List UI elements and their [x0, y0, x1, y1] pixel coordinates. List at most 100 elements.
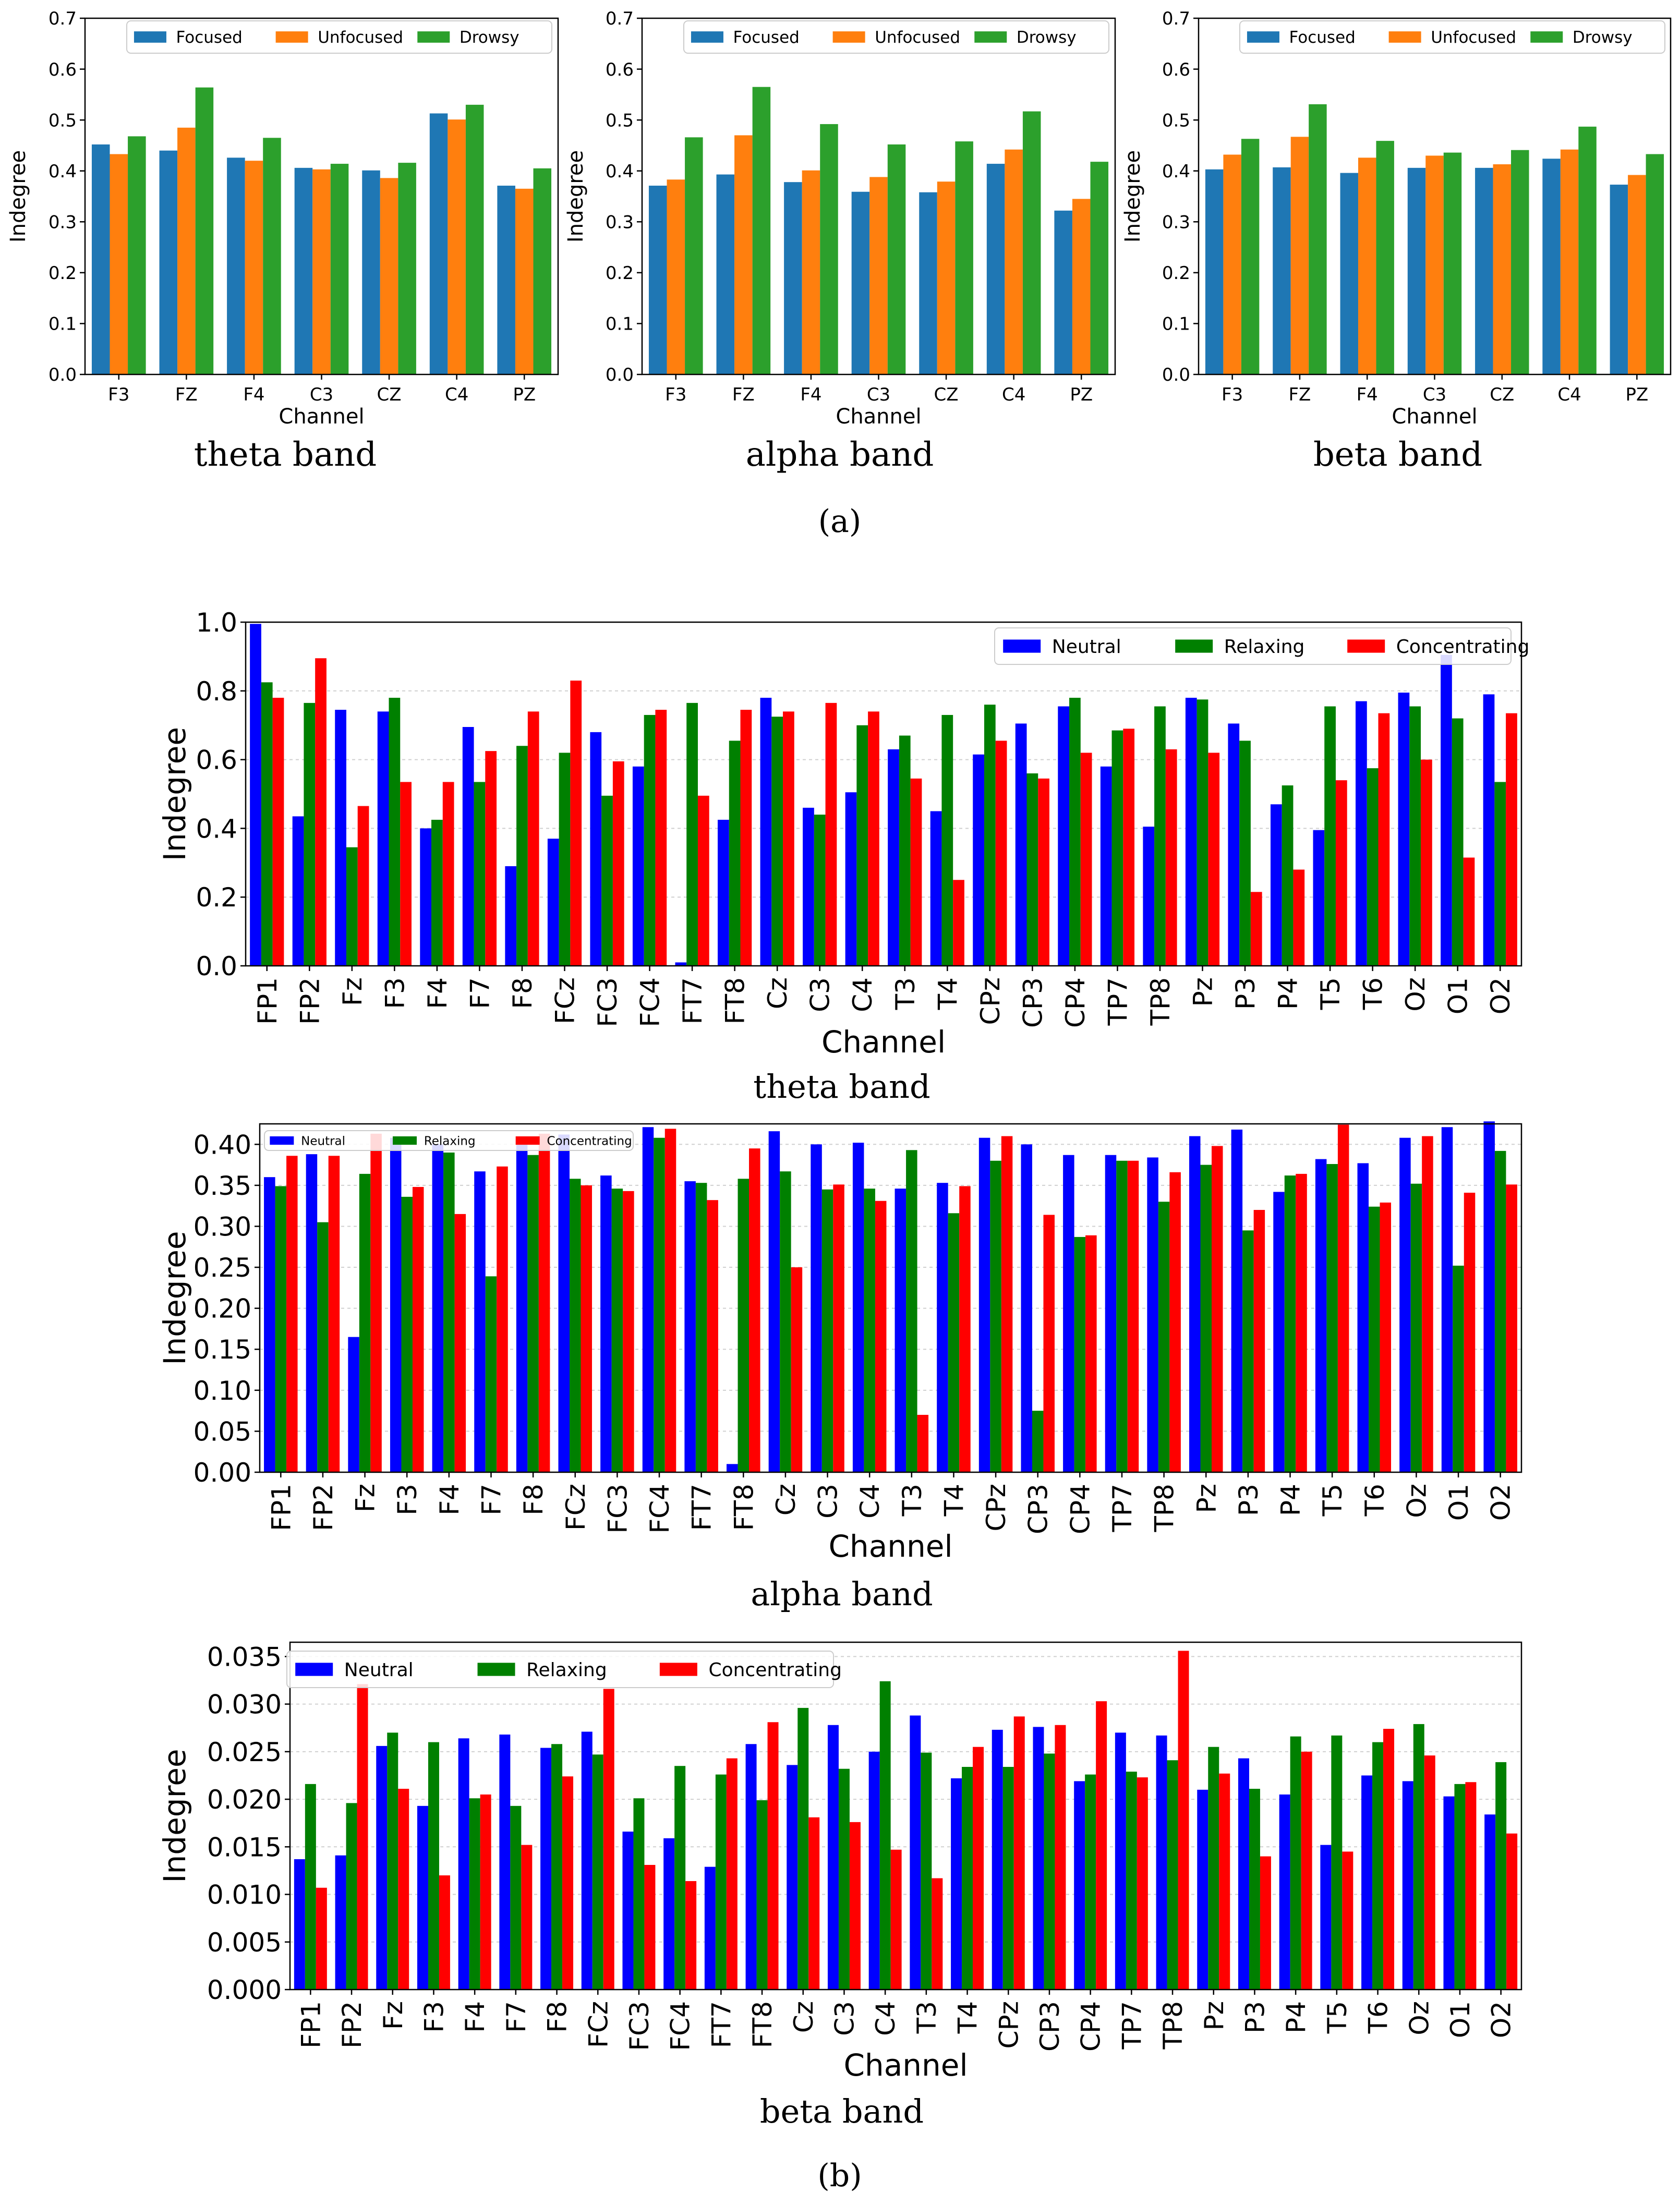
x-tick-label: CP3 — [1035, 2001, 1065, 2052]
y-tick-label: 0.1 — [49, 314, 77, 335]
bar-unfocused-F3 — [1223, 154, 1241, 374]
x-tick-label: O2 — [1485, 977, 1516, 1014]
bar-concentrating-O1 — [1464, 1193, 1476, 1472]
x-tick-label: F3 — [392, 1484, 422, 1516]
bar-unfocused-FZ — [734, 135, 753, 374]
x-tick-label: C3 — [867, 384, 890, 405]
bar-concentrating-P4 — [1293, 869, 1305, 966]
bar-neutral-FC3 — [590, 732, 602, 966]
bar-concentrating-FT7 — [707, 1200, 718, 1472]
y-tick-label: 0.00 — [194, 1458, 251, 1488]
bar-relaxing-T6 — [1369, 1206, 1380, 1472]
bar-neutral-T5 — [1320, 1845, 1332, 1990]
bar-drowsy-C4 — [1578, 126, 1597, 374]
bar-concentrating-F3 — [412, 1187, 424, 1472]
y-tick-label: 0.0 — [196, 951, 237, 981]
bar-relaxing-CP4 — [1074, 1237, 1086, 1472]
bar-drowsy-FZ — [1309, 104, 1327, 374]
bar-focused-F3 — [648, 186, 667, 374]
bar-neutral-FC4 — [632, 766, 644, 966]
legend-swatch-neutral — [1003, 639, 1041, 653]
bar-relaxing-CP3 — [1032, 1411, 1044, 1472]
bar-unfocused-F4 — [802, 170, 820, 374]
band-caption: beta band — [1313, 435, 1482, 474]
x-tick-label: F4 — [243, 384, 264, 405]
bar-neutral-O1 — [1441, 1127, 1453, 1472]
bar-relaxing-T6 — [1367, 768, 1379, 966]
y-tick-label: 0.3 — [1162, 212, 1190, 233]
y-tick-label: 0.015 — [207, 1832, 282, 1862]
chart-b_theta: 0.0 0.2 0.4 0.6 0.8 1.0 FP1 FP2 Fz F3 F4 F7 F8 FCz FC3… — [157, 608, 1529, 1106]
bar-concentrating-TP8 — [1165, 749, 1177, 966]
bar-concentrating-F7 — [485, 751, 497, 966]
bar-neutral-T4 — [937, 1183, 948, 1472]
bar-relaxing-FCz — [569, 1179, 581, 1472]
bar-relaxing-Fz — [346, 847, 358, 966]
bar-neutral-FP1 — [250, 624, 261, 966]
band-caption: alpha band — [746, 435, 934, 474]
bar-relaxing-T3 — [899, 735, 911, 966]
bar-concentrating-Cz — [808, 1817, 820, 1990]
bar-concentrating-FC4 — [655, 710, 667, 966]
bar-drowsy-PZ — [1646, 154, 1664, 374]
x-tick-label: FCz — [561, 1484, 591, 1531]
y-tick-label: 0.2 — [49, 263, 77, 284]
bar-focused-CZ — [362, 170, 380, 374]
bar-focused-C4 — [429, 113, 448, 375]
x-tick-label: Cz — [789, 2001, 819, 2033]
x-tick-label: P4 — [1281, 2001, 1311, 2033]
x-tick-label: Fz — [350, 1484, 381, 1512]
bar-concentrating-FT8 — [767, 1722, 779, 1990]
x-tick-label: P3 — [1230, 977, 1261, 1010]
legend-box — [264, 1130, 634, 1151]
y-tick-label: 0.2 — [606, 263, 634, 284]
x-tick-label: F7 — [501, 2001, 531, 2033]
bar-focused-C3 — [851, 191, 870, 374]
bar-neutral-FP1 — [294, 1859, 305, 1990]
bar-relaxing-FP1 — [261, 682, 273, 966]
bar-focused-FZ — [716, 174, 735, 374]
bar-focused-C4 — [1542, 159, 1561, 374]
bar-relaxing-FT7 — [715, 1774, 727, 1990]
bar-concentrating-F4 — [480, 1794, 491, 1990]
plot-frame — [289, 1641, 1522, 1991]
bar-drowsy-F3 — [128, 136, 146, 374]
x-tick-label: FT8 — [720, 977, 751, 1024]
bar-neutral-F7 — [474, 1171, 486, 1472]
bar-relaxing-P3 — [1249, 1788, 1260, 1990]
bar-relaxing-CP3 — [1044, 1753, 1055, 1990]
bar-concentrating-TP8 — [1178, 1651, 1189, 1990]
x-tick-label: C4 — [848, 977, 878, 1012]
bar-concentrating-FCz — [570, 681, 582, 966]
x-axis-label: Channel — [821, 1024, 946, 1060]
bar-neutral-F3 — [417, 1805, 428, 1990]
bar-neutral-P4 — [1279, 1794, 1290, 1990]
y-tick-label: 0.7 — [49, 8, 77, 29]
bar-neutral-Cz — [787, 1765, 798, 1990]
bar-neutral-C4 — [845, 792, 857, 966]
x-tick-label: FP2 — [308, 1484, 339, 1531]
bar-neutral-Oz — [1398, 693, 1410, 966]
bar-relaxing-CPz — [1002, 1767, 1014, 1990]
chart-b_alpha: 0.00 0.05 0.10 0.15 0.20 0.25 0.30 0.35 0.40 FP1 F… — [157, 1121, 1522, 1613]
x-tick-label: FP1 — [296, 2001, 326, 2048]
legend-swatch-neutral — [295, 1663, 333, 1676]
x-tick-label: PZ — [1070, 384, 1093, 405]
bar-drowsy-PZ — [1090, 162, 1109, 374]
x-tick-label: O1 — [1444, 1484, 1474, 1521]
bar-unfocused-PZ — [1628, 175, 1646, 374]
bar-relaxing-Oz — [1413, 1724, 1424, 1990]
bar-neutral-TP7 — [1100, 766, 1112, 966]
legend-box — [683, 20, 1109, 54]
bar-unfocused-PZ — [1072, 199, 1091, 374]
x-tick-label: P3 — [1240, 2001, 1270, 2033]
bar-neutral-T4 — [951, 1778, 962, 1990]
bar-neutral-Oz — [1402, 1781, 1413, 1990]
legend-label-concentrating: Concentrating — [547, 1134, 632, 1148]
bar-neutral-FC4 — [663, 1838, 675, 1990]
bar-concentrating-CP3 — [1055, 1725, 1066, 1990]
bar-neutral-CP4 — [1074, 1781, 1085, 1990]
bar-neutral-T6 — [1361, 1775, 1373, 1990]
x-tick-label: Oz — [1401, 1484, 1432, 1518]
